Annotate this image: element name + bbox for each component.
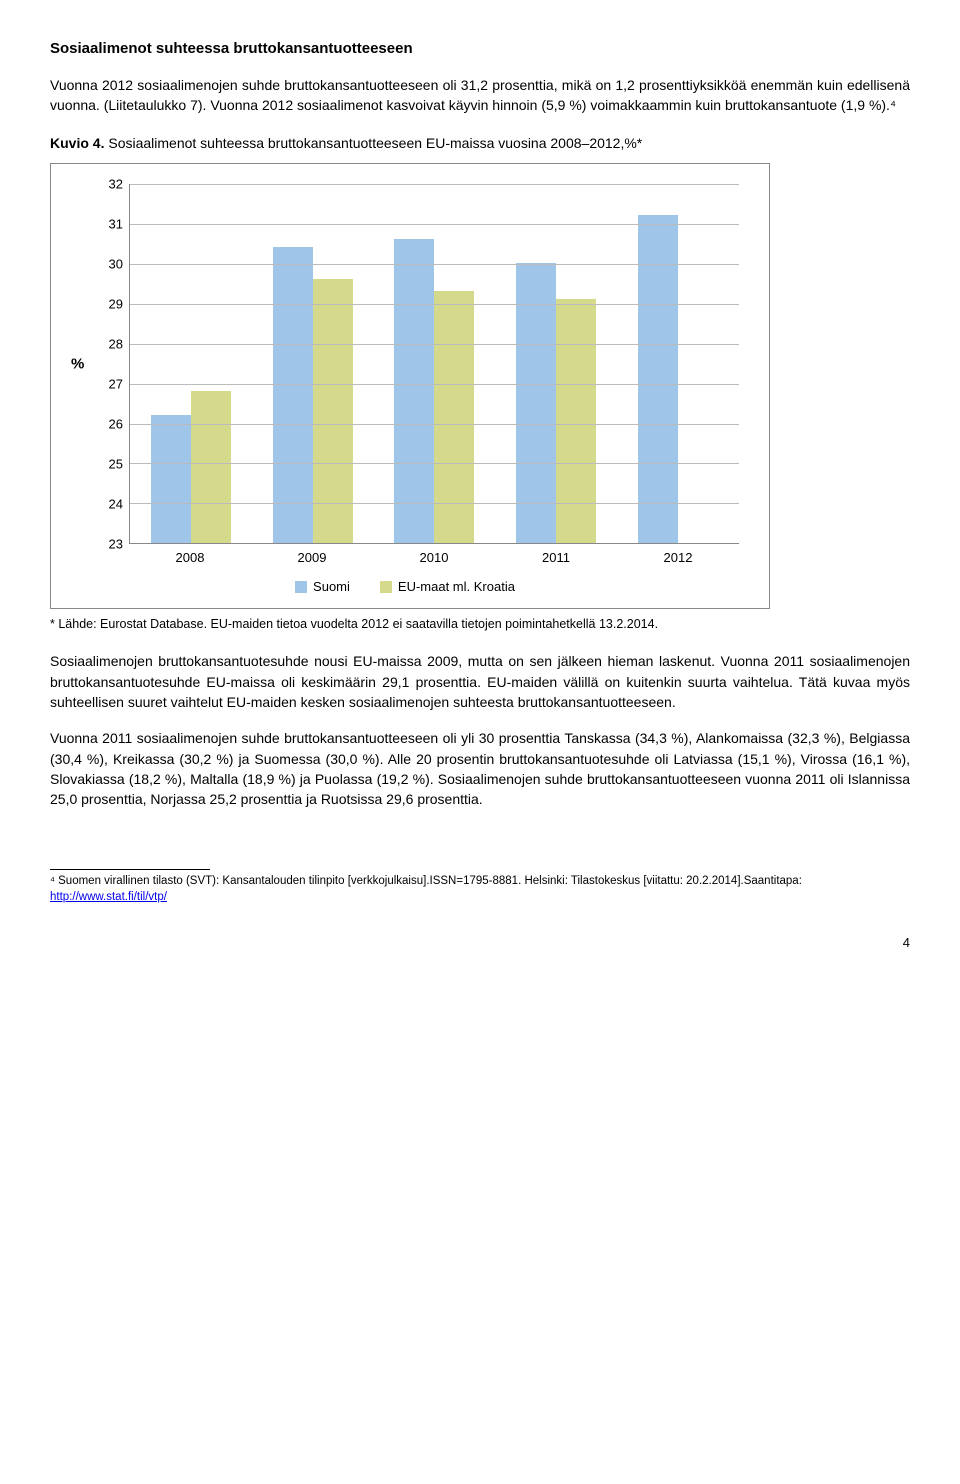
- chart-caption-rest: Sosiaalimenot suhteessa bruttokansantuot…: [104, 135, 642, 151]
- bar: [151, 415, 191, 543]
- footnote-number: ⁴: [50, 875, 58, 887]
- gridline: [130, 264, 739, 265]
- y-tick: 30: [109, 257, 123, 272]
- y-axis-label: %: [71, 356, 84, 373]
- legend-label: EU-maat ml. Kroatia: [398, 579, 515, 594]
- bar-group: [271, 247, 355, 543]
- gridline: [130, 224, 739, 225]
- paragraph-1: Vuonna 2012 sosiaalimenojen suhde brutto…: [50, 75, 910, 116]
- x-axis: 2008 2009 2010 2011 2012: [129, 550, 739, 565]
- gridline: [130, 184, 739, 185]
- y-tick: 26: [109, 417, 123, 432]
- bar-group: [149, 391, 233, 543]
- footnote-text: Suomen virallinen tilasto (SVT): Kansant…: [58, 875, 802, 887]
- bar-groups: [130, 184, 739, 543]
- y-tick: 29: [109, 297, 123, 312]
- y-tick: 23: [109, 537, 123, 552]
- section-heading: Sosiaalimenot suhteessa bruttokansantuot…: [50, 40, 910, 57]
- bar: [434, 291, 474, 543]
- bar-group: [392, 239, 476, 543]
- x-tick: 2009: [270, 550, 354, 565]
- y-tick: 25: [109, 457, 123, 472]
- y-tick: 27: [109, 377, 123, 392]
- chart-plot: % 23242526272829303132: [71, 184, 739, 544]
- y-tick: 28: [109, 337, 123, 352]
- page-number: 4: [50, 935, 910, 950]
- source-note: * Lähde: Eurostat Database. EU-maiden ti…: [50, 615, 910, 633]
- x-tick: 2012: [636, 550, 720, 565]
- gridline: [130, 344, 739, 345]
- paragraph-2: Sosiaalimenojen bruttokansantuotesuhde n…: [50, 651, 910, 712]
- legend-label: Suomi: [313, 579, 350, 594]
- gridline: [130, 304, 739, 305]
- legend-item: Suomi: [295, 579, 350, 594]
- y-axis-label-col: %: [71, 184, 97, 544]
- bar: [556, 299, 596, 543]
- y-tick: 24: [109, 497, 123, 512]
- y-tick: 31: [109, 217, 123, 232]
- bar-group: [514, 263, 598, 543]
- legend-swatch: [380, 581, 392, 593]
- chart-container: % 23242526272829303132 20082009201020112…: [50, 163, 770, 609]
- x-tick: 2008: [148, 550, 232, 565]
- legend-swatch: [295, 581, 307, 593]
- footnote: ⁴ Suomen virallinen tilasto (SVT): Kansa…: [50, 874, 910, 905]
- chart-grid: [129, 184, 739, 544]
- gridline: [130, 503, 739, 504]
- y-tick: 32: [109, 177, 123, 192]
- x-tick: 2010: [392, 550, 476, 565]
- bar: [273, 247, 313, 543]
- paragraph-3: Vuonna 2011 sosiaalimenojen suhde brutto…: [50, 728, 910, 809]
- bar: [191, 391, 231, 543]
- x-tick: 2011: [514, 550, 598, 565]
- footnote-link[interactable]: http://www.stat.fi/til/vtp/: [50, 891, 167, 903]
- chart-caption: Kuvio 4. Sosiaalimenot suhteessa bruttok…: [50, 134, 910, 154]
- gridline: [130, 463, 739, 464]
- legend-item: EU-maat ml. Kroatia: [380, 579, 515, 594]
- gridline: [130, 384, 739, 385]
- bar: [516, 263, 556, 543]
- footnote-separator: [50, 869, 210, 870]
- chart-legend: Suomi EU-maat ml. Kroatia: [71, 579, 739, 594]
- chart-caption-lead: Kuvio 4.: [50, 135, 104, 151]
- bar: [394, 239, 434, 543]
- gridline: [130, 424, 739, 425]
- y-axis-ticks: 23242526272829303132: [97, 184, 129, 544]
